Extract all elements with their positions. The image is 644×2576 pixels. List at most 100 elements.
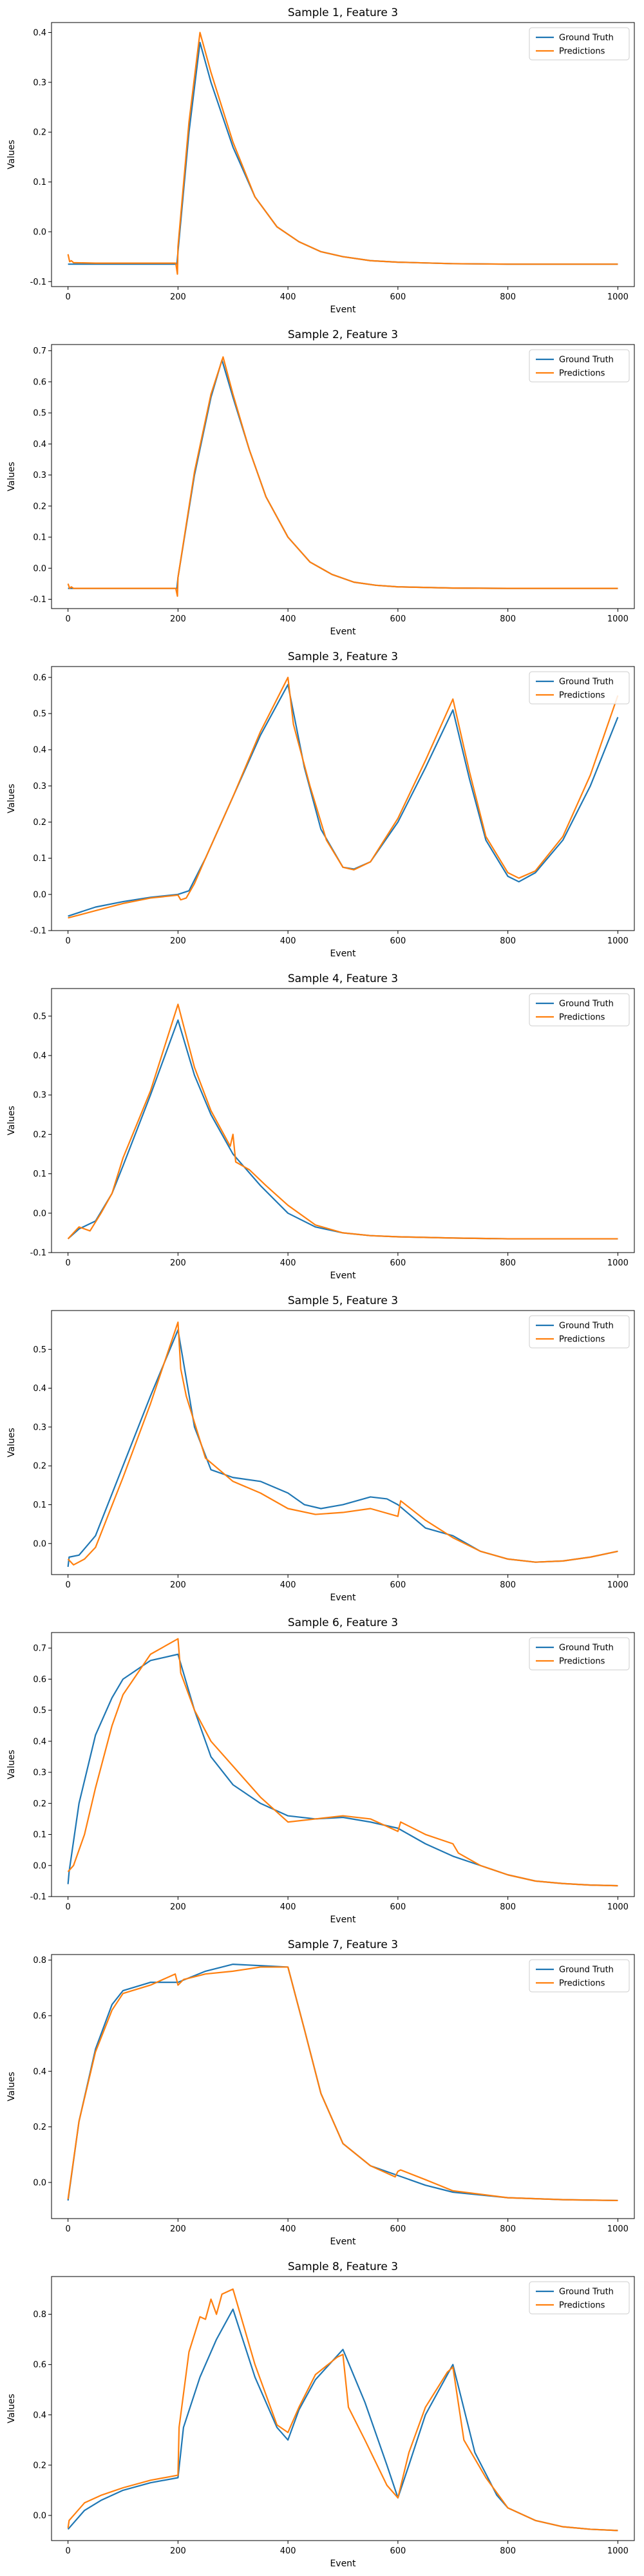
chart-panel-6: Sample 6, Feature 3 0 200 400 600 800 1000 -0.1… [6,1616,635,1925]
legend-box [529,1637,630,1671]
y-tick-label: 0.7 [33,346,46,356]
y-tick-label: -0.1 [30,927,46,936]
axes-frame [51,666,635,931]
y-tick-label: 0.4 [33,440,46,450]
legend-label: Predictions [559,691,605,701]
series-line-predictions [68,676,619,919]
legend-box [529,993,630,1027]
x-tick-label: 1000 [607,614,629,624]
y-tick-label: 0.0 [33,1209,46,1218]
y-tick-label: 0.3 [33,1768,46,1778]
y-tick-label: 0.3 [33,78,46,88]
y-tick-label: 0.5 [33,409,46,419]
x-tick-label: 800 [500,2546,516,2556]
series-line-ground-truth [67,1329,618,1567]
x-tick-label: 200 [170,1258,186,1268]
legend-label: Predictions [559,1657,605,1667]
y-tick-label: 0.6 [33,2011,46,2021]
y-axis-label: Values [6,1106,17,1135]
legend-box [529,2281,630,2315]
y-axis-label: Values [6,462,17,491]
x-tick-label: 200 [170,292,186,302]
y-tick-label: 0.3 [33,1091,46,1101]
x-tick-label: 200 [170,2546,186,2556]
x-tick-label: 600 [390,2224,406,2234]
x-tick-label: 600 [390,1258,406,1268]
y-tick-label: 0.5 [33,1345,46,1355]
x-tick-label: 400 [280,1580,296,1590]
legend: Ground Truth Predictions [529,1315,630,1349]
legend-label: Predictions [559,47,605,57]
legend-label: Ground Truth [559,355,614,365]
x-tick-label: 0 [65,1902,70,1912]
chart-title: Sample 6, Feature 3 [288,1616,398,1629]
legend: Ground Truth Predictions [529,349,630,383]
chart-title: Sample 5, Feature 3 [288,1294,398,1307]
x-tick-label: 600 [390,614,406,624]
legend-label: Predictions [559,1335,605,1345]
x-tick-label: 600 [390,1902,406,1912]
legend-label: Ground Truth [559,33,614,43]
x-axis-label: Event [330,305,356,315]
x-tick-label: 600 [390,936,406,946]
series-line-ground-truth [67,1019,618,1240]
y-tick-label: 0.2 [33,128,46,138]
chart-title: Sample 1, Feature 3 [288,6,398,19]
y-tick-label: 0.1 [33,854,46,864]
y-tick-label: 0.1 [33,1830,46,1840]
x-tick-label: 0 [65,292,70,302]
series-line-predictions [67,1003,618,1240]
chart-panel-5: Sample 5, Feature 3 0 200 400 600 800 1000 0.0 0… [6,1294,635,1603]
x-tick-label: 0 [65,1580,70,1590]
chart-title: Sample 4, Feature 3 [288,972,398,985]
x-axis-label: Event [330,949,356,959]
x-axis-label: Event [330,1915,356,1925]
axes-frame [51,988,635,1253]
x-tick-label: 0 [65,1258,70,1268]
x-tick-label: 800 [500,1258,516,1268]
x-tick-label: 600 [390,292,406,302]
y-tick-label: 0.2 [33,1799,46,1809]
y-tick-label: 0.2 [33,1130,46,1140]
y-tick-label: 0.1 [33,1501,46,1510]
legend-label: Ground Truth [559,1965,614,1975]
series-line-predictions [67,1638,618,1887]
y-tick-label: 0.5 [33,710,46,719]
axes-frame [51,22,635,287]
x-tick-label: 600 [390,1580,406,1590]
legend-label: Predictions [559,1013,605,1023]
x-tick-label: 200 [170,1580,186,1590]
y-tick-label: 0.0 [33,2178,46,2188]
series-line-predictions [67,1321,618,1566]
series-line-ground-truth [67,1964,618,2202]
y-axis-label: Values [6,2072,17,2101]
y-tick-label: 0.0 [33,2511,46,2521]
x-tick-label: 200 [170,1902,186,1912]
y-tick-label: 0.2 [33,2461,46,2470]
x-tick-label: 600 [390,2546,406,2556]
legend-label: Ground Truth [559,2287,614,2297]
y-tick-label: 0.2 [33,2123,46,2132]
x-tick-label: 0 [65,936,70,946]
y-tick-label: 0.8 [33,1956,46,1965]
legend-label: Ground Truth [559,1321,614,1331]
chart-title: Sample 7, Feature 3 [288,1938,398,1951]
y-tick-label: -0.1 [30,1893,46,1902]
y-tick-label: 0.1 [33,178,46,187]
y-axis-label: Values [6,784,17,813]
y-tick-label: 0.6 [33,1675,46,1685]
y-tick-label: 0.0 [33,227,46,237]
y-axis-label: Values [6,140,17,169]
x-tick-label: 200 [170,2224,186,2234]
y-tick-label: 0.4 [33,1052,46,1061]
x-tick-label: 400 [280,2224,296,2234]
legend-box [529,349,630,383]
x-axis-label: Event [330,1593,356,1603]
y-tick-label: 0.2 [33,502,46,511]
y-axis-label: Values [6,2394,17,2423]
y-tick-label: 0.8 [33,2310,46,2320]
series-line-predictions [67,32,618,275]
series-line-ground-truth [67,2308,618,2532]
legend-box [529,1315,630,1349]
x-tick-label: 400 [280,1258,296,1268]
